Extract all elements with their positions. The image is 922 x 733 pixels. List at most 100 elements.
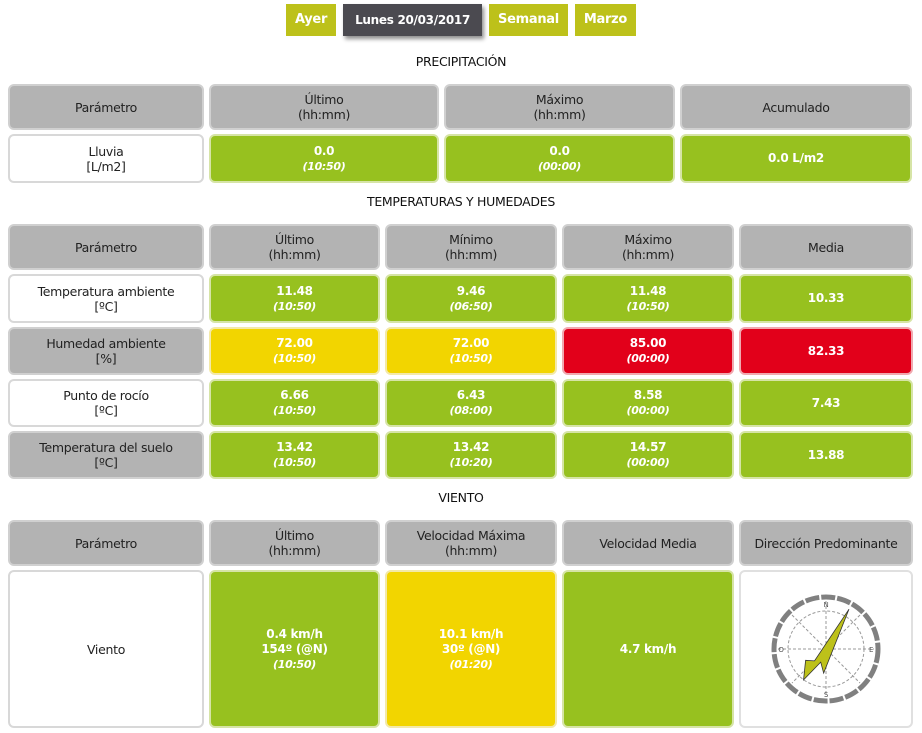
column-header: Máximo (hh:mm) [562,224,734,270]
value-cell: 10.1 km/h 30º (@N) (01:20) [385,570,557,728]
tab-today[interactable]: Lunes 20/03/2017 [343,4,483,36]
cell-text: (00:00) [626,404,670,417]
column-header: Parámetro [8,84,204,130]
cell-text: 11.48 [276,283,313,298]
value-cell: 0.0 (00:00) [444,134,675,183]
cell-text: Último [274,232,315,247]
value-cell: 11.48 (10:50) [209,274,380,323]
tab-ayer[interactable]: Ayer [285,4,337,36]
cell-text: 10.33 [807,291,845,305]
value-cell: 10.33 [739,274,913,323]
value-cell: 8.58 (00:00) [562,379,734,427]
value-cell: 13.42 (10:20) [385,431,557,479]
cell-text: (10:50) [449,352,493,365]
value-cell: 14.57 (00:00) [562,431,734,479]
value-cell: 0.0 (10:50) [209,134,439,183]
compass-cell: N S E O [739,570,913,728]
cell-text: (00:00) [626,352,670,365]
cell-text: Lluvia [88,143,124,159]
cell-text: (10:20) [449,456,493,469]
value-cell: 82.33 [739,327,913,375]
wind-arrow [803,608,850,682]
cell-text: 4.7 km/h [619,641,677,656]
compass-rose-icon: N S E O [771,594,881,704]
cell-text: Parámetro [74,239,138,255]
precip-title: PRECIPITACIÓN [415,54,507,69]
column-header: Velocidad Media [562,520,734,566]
column-header: Último (hh:mm) [209,84,439,130]
cell-text: (10:50) [626,299,670,313]
cell-text: (01:20) [449,657,493,671]
cell-text: (10:50) [273,404,316,417]
cell-text: 13.42 [452,440,490,454]
temp-table: Parámetro Último (hh:mm) Mínimo (hh:mm) Máxim… [8,224,913,479]
cell-text: 14.57 [629,440,667,454]
cell-text: 0.0 L/m2 [768,151,824,165]
column-header: Media [739,224,913,270]
row-label: Temperatura del suelo [ºC] [8,431,204,479]
cell-text: Temperatura ambiente [37,283,175,299]
cell-text: 6.66 [280,388,309,402]
cell-text: 11.48 [629,283,667,298]
cell-text: (hh:mm) [621,247,675,262]
value-cell: 6.66 (10:50) [209,379,380,427]
cell-text: Parámetro [74,535,138,551]
cell-text: Parámetro [74,99,138,115]
cell-text: (10:50) [273,352,316,365]
cell-text: (hh:mm) [533,107,586,122]
cell-text: (hh:mm) [268,247,321,262]
value-cell: 9.46 (06:50) [385,274,557,323]
cell-text: 13.88 [807,447,845,462]
column-header: Máximo (hh:mm) [444,84,675,130]
value-cell: 11.48 (10:50) [562,274,734,323]
compass-s: S [824,691,829,699]
temp-title: TEMPERATURAS Y HUMEDADES [367,194,555,209]
cell-text: 72.00 [452,336,490,350]
cell-text: (10:50) [273,299,316,313]
cell-text: 154º (@N) [261,641,328,656]
cell-text: 7.43 [811,395,841,410]
cell-text: Temperatura del suelo [39,440,173,455]
wind-table: Parámetro Último (hh:mm) Velocidad Máxima (h… [8,520,913,728]
column-header: Último (hh:mm) [209,224,380,270]
cell-text: Humedad ambiente [46,336,166,351]
column-header: Último (hh:mm) [209,520,380,566]
row-label: Humedad ambiente [%] [8,327,204,375]
cell-text: Viento [86,641,126,657]
cell-text: Acumulado [762,99,830,115]
cell-text: 82.33 [807,343,845,358]
cell-text: 10.1 km/h [438,626,504,641]
value-cell: 4.7 km/h [562,570,734,728]
precip-table: Parámetro Último (hh:mm) Máximo (hh:mm) Acumu… [8,84,913,183]
value-cell: 13.88 [739,431,913,479]
column-header: Dirección Predominante [739,520,913,566]
row-label: Punto de rocío [ºC] [8,379,204,427]
cell-text: [ºC] [94,298,118,314]
cell-text: 13.42 [276,440,313,454]
cell-text: 8.58 [633,388,663,402]
cell-text: (hh:mm) [297,107,351,122]
cell-text: (hh:mm) [444,247,498,262]
cell-text: (hh:mm) [444,543,498,558]
cell-text: (hh:mm) [268,543,321,558]
cell-text: Máximo [624,232,672,247]
column-header: Acumulado [680,84,912,130]
column-header: Parámetro [8,520,204,566]
column-header: Velocidad Máxima (hh:mm) [385,520,557,566]
tab-semanal[interactable]: Semanal [489,4,568,36]
value-cell: 0.4 km/h 154º (@N) (10:50) [209,570,380,728]
cell-text: [L/m2] [86,158,126,174]
compass-e: E [869,646,873,654]
cell-text: [ºC] [94,403,118,418]
cell-text: 72.00 [276,336,313,350]
value-cell: 7.43 [739,379,913,427]
cell-text: (10:50) [273,657,316,671]
cell-text: (00:00) [538,159,581,173]
row-label: Temperatura ambiente [ºC] [8,274,204,323]
value-cell: 13.42 (10:50) [209,431,380,479]
cell-text: Punto de rocío [63,388,149,403]
tab-marzo[interactable]: Marzo [574,4,637,36]
cell-text: 6.43 [456,388,486,402]
cell-text: Mínimo [449,232,493,247]
cell-text: 0.0 [549,143,570,158]
